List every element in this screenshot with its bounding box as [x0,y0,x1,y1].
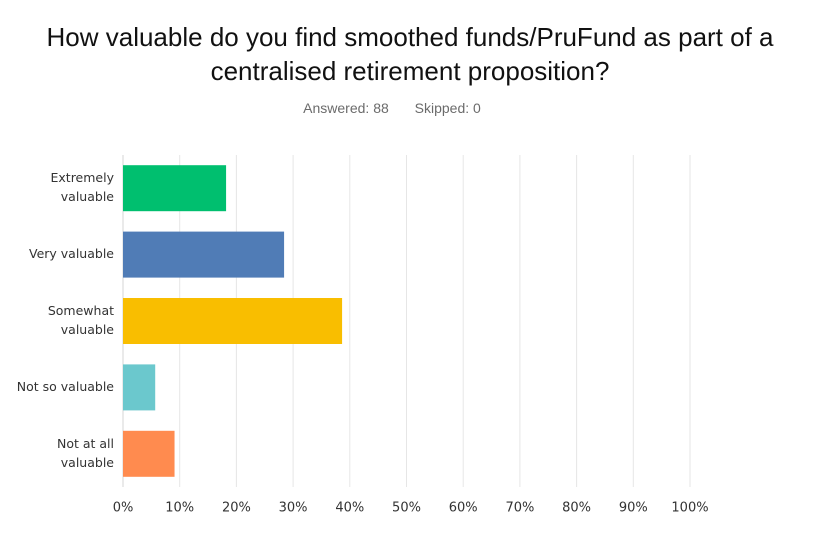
bar [123,430,175,477]
x-tick-label: 30% [279,501,308,516]
x-tick-label: 40% [335,501,364,516]
category-label: Not at all [57,436,114,451]
bar [123,165,227,212]
bar [123,364,156,411]
x-tick-label: 20% [222,501,251,516]
category-label: Somewhat [48,303,114,318]
x-tick-label: 100% [671,501,708,516]
category-label: Not so valuable [17,379,115,394]
x-tick-label: 0% [113,501,134,516]
response-stats: Answered: 88 Skipped: 0 [0,100,784,116]
category-label: valuable [61,189,115,204]
category-label: valuable [61,455,115,470]
answered-count: Answered: 88 [303,100,389,116]
x-tick-label: 90% [619,501,648,516]
x-tick-label: 80% [562,501,591,516]
x-tick-label: 70% [505,501,534,516]
x-tick-label: 60% [449,501,478,516]
chart-title: How valuable do you find smoothed funds/… [0,20,820,88]
x-tick-label: 50% [392,501,421,516]
bar [123,231,285,278]
category-label: Extremely [51,170,115,185]
category-label: Very valuable [29,246,114,261]
x-tick-label: 10% [165,501,194,516]
chart-title-line-2: centralised retirement proposition? [210,56,610,86]
bar [123,298,343,344]
chart-title-line-1: How valuable do you find smoothed funds/… [46,22,774,52]
category-label: valuable [61,322,115,337]
skipped-count: Skipped: 0 [414,100,481,116]
